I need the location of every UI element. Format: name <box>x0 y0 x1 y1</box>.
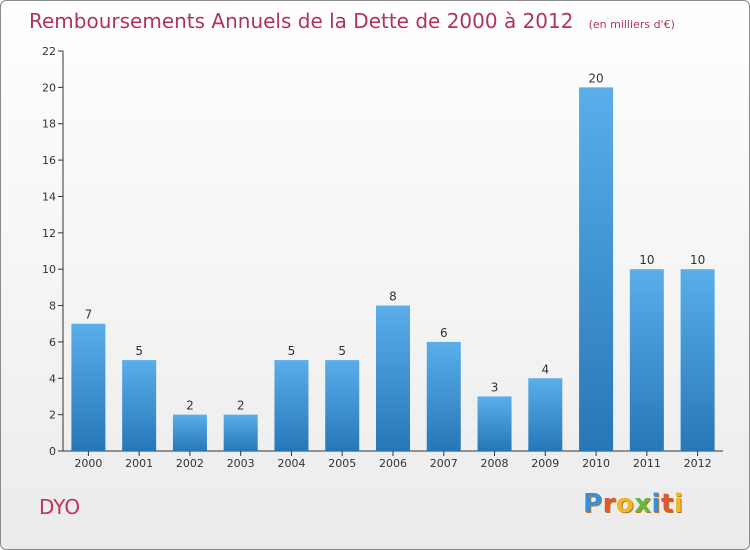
x-tick-label: 2003 <box>227 457 255 470</box>
bar-2003 <box>223 414 258 451</box>
y-tick-label: 22 <box>42 45 56 58</box>
x-tick-label: 2005 <box>328 457 356 470</box>
proxiti-logo: Proxiti <box>583 489 683 519</box>
chart-subtitle: (en milliers d'€) <box>588 18 675 31</box>
x-tick-label: 2007 <box>430 457 458 470</box>
data-label: 5 <box>338 344 346 358</box>
data-label: 3 <box>491 380 499 394</box>
data-label: 5 <box>288 344 296 358</box>
logo-letter: i <box>651 489 661 519</box>
data-label: 2 <box>186 399 194 413</box>
logo-letter: o <box>615 489 635 519</box>
data-label: 10 <box>639 253 654 267</box>
title-row: Remboursements Annuels de la Dette de 20… <box>29 9 675 33</box>
data-label: 4 <box>541 362 549 376</box>
x-tick-label: 2011 <box>633 457 661 470</box>
logo-letter: r <box>602 489 616 519</box>
y-tick-label: 16 <box>42 154 56 167</box>
data-label: 10 <box>690 253 705 267</box>
bar-2007 <box>426 341 461 451</box>
x-tick-label: 2004 <box>277 457 305 470</box>
y-tick-label: 18 <box>42 118 56 131</box>
x-tick-label: 2006 <box>379 457 407 470</box>
data-label: 2 <box>237 399 245 413</box>
x-tick-label: 2012 <box>684 457 712 470</box>
y-tick-label: 20 <box>42 81 56 94</box>
bars <box>71 87 715 451</box>
chart-title: Remboursements Annuels de la Dette de 20… <box>29 9 574 33</box>
bar-2008 <box>477 396 512 451</box>
data-labels: 7 5 2 2 5 5 8 6 3 4 20 10 10 <box>85 71 706 412</box>
logo-letter: t <box>660 489 674 519</box>
x-tick-label: 2010 <box>582 457 610 470</box>
y-tick-label: 8 <box>49 300 56 313</box>
y-tick-label: 12 <box>42 227 56 240</box>
bar-2010 <box>579 87 614 451</box>
bar-2006 <box>376 305 410 451</box>
commune-name: DYO <box>39 495 81 519</box>
bar-2004 <box>274 360 309 451</box>
data-label: 20 <box>588 71 603 85</box>
bar-2011 <box>629 269 664 451</box>
bar-2000 <box>71 323 106 451</box>
y-tick-label: 14 <box>42 190 56 203</box>
data-label: 8 <box>389 290 397 304</box>
bar-2001 <box>122 360 157 451</box>
y-tick-label: 6 <box>49 336 56 349</box>
bar-2012 <box>680 269 715 451</box>
x-tick-label: 2009 <box>531 457 559 470</box>
x-tick-label: 2008 <box>481 457 509 470</box>
bar-2005 <box>325 360 360 451</box>
logo-letter: i <box>673 489 684 519</box>
data-label: 5 <box>135 344 143 358</box>
y-tick-label: 10 <box>42 263 56 276</box>
x-tick-label: 2002 <box>176 457 204 470</box>
logo-letter: P <box>583 489 603 519</box>
y-tick-label: 4 <box>49 372 56 385</box>
y-tick-label: 0 <box>49 445 56 458</box>
bar-2002 <box>172 414 207 451</box>
data-label: 7 <box>85 308 93 322</box>
bar-2009 <box>528 378 563 451</box>
logo-letter: x <box>634 489 652 519</box>
x-tick-label: 2000 <box>74 457 102 470</box>
x-tick-label: 2001 <box>125 457 153 470</box>
data-label: 6 <box>440 326 448 340</box>
y-tick-label: 2 <box>49 409 56 422</box>
